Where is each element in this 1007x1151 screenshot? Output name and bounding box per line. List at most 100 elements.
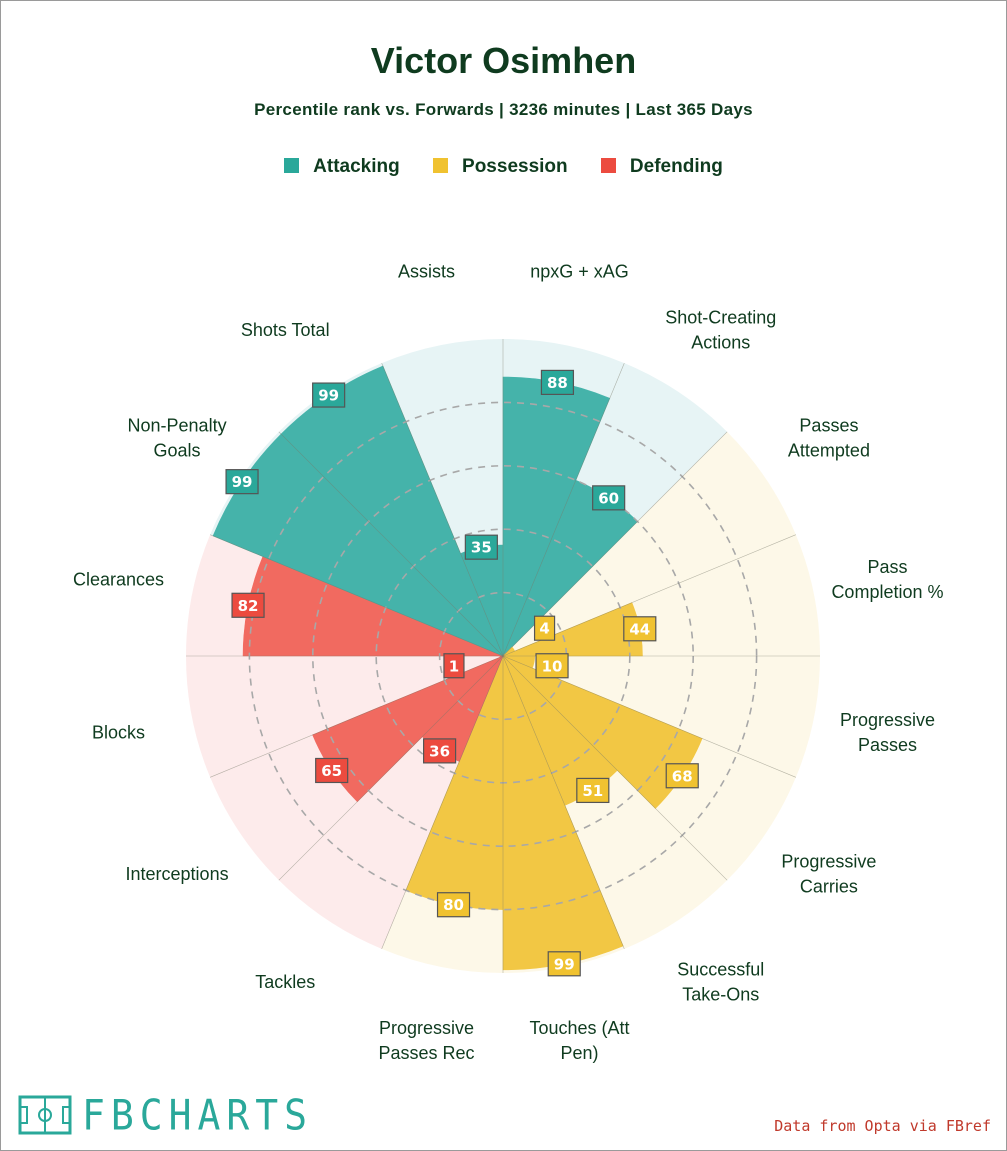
legend-item-defending: Defending bbox=[600, 156, 723, 178]
category-label-line: Actions bbox=[691, 333, 750, 353]
category-label-npxg-xag: npxG + xAG bbox=[530, 262, 629, 282]
value-badge-box-tackles bbox=[423, 738, 457, 764]
category-label-line: Interceptions bbox=[126, 864, 229, 884]
value-badge-tackles: 36 bbox=[423, 738, 457, 764]
sector-bg-progressive-passes bbox=[503, 656, 820, 778]
category-label-touches-att-pen: Touches (Att Pen) bbox=[529, 1018, 629, 1063]
value-label-blocks: 1 bbox=[449, 657, 459, 675]
value-badge-progressive-passes: 10 bbox=[535, 653, 569, 679]
category-label-passes-attempted: Passes Attempted bbox=[788, 416, 870, 461]
value-badge-box-assists bbox=[464, 534, 498, 560]
value-badge-box-pass-completion bbox=[623, 616, 657, 642]
category-label-line: Progressive bbox=[840, 710, 935, 730]
category-label-line: Attempted bbox=[788, 441, 870, 461]
category-label-tackles: Tackles bbox=[255, 972, 315, 992]
value-badge-box-non-penalty-goals bbox=[225, 469, 259, 495]
legend-label-possession: Possession bbox=[462, 156, 568, 177]
category-label-line: Successful bbox=[677, 959, 764, 979]
spoke-10 bbox=[278, 655, 504, 881]
value-badge-box-blocks bbox=[443, 653, 465, 679]
category-label-line: Assists bbox=[398, 262, 455, 282]
value-label-npxg-xag: 88 bbox=[547, 374, 568, 392]
sector-bg-blocks bbox=[186, 656, 503, 778]
category-label-pass-completion: Pass Completion % bbox=[831, 557, 943, 602]
category-label-blocks: Blocks bbox=[92, 722, 145, 742]
value-badge-assists: 35 bbox=[464, 534, 498, 560]
category-labels: npxG + xAG Shot-Creating Actions Passes Atte… bbox=[73, 262, 943, 1063]
spoke-15 bbox=[381, 363, 504, 657]
category-label-line: Pass bbox=[867, 557, 907, 577]
category-label-line: Goals bbox=[154, 441, 201, 461]
category-label-line: Pen) bbox=[560, 1043, 598, 1063]
category-label-line: Non-Penalty bbox=[128, 416, 227, 436]
logo-text: FBCHARTS bbox=[82, 1090, 314, 1140]
value-badge-progressive-carries: 68 bbox=[665, 763, 699, 789]
category-label-progressive-carries: Progressive Carries bbox=[781, 851, 876, 896]
fbcharts-logo: FBCHARTS bbox=[18, 1090, 314, 1140]
spoke-13 bbox=[210, 534, 504, 657]
value-badge-passes-attempted: 4 bbox=[533, 615, 556, 641]
category-label-shot-creating-actions: Shot-Creating Actions bbox=[665, 308, 776, 353]
value-badge-box-shots-total bbox=[312, 382, 346, 408]
category-label-shots-total: Shots Total bbox=[241, 320, 330, 340]
value-label-tackles: 36 bbox=[429, 742, 450, 760]
value-badge-box-progressive-passes bbox=[535, 653, 569, 679]
value-label-successful-take-ons: 51 bbox=[582, 782, 603, 800]
value-label-passes-attempted: 4 bbox=[539, 620, 549, 638]
value-label-pass-completion: 44 bbox=[629, 620, 650, 638]
value-badge-box-progressive-carries bbox=[665, 763, 699, 789]
category-label-line: Clearances bbox=[73, 570, 164, 590]
value-badge-non-penalty-goals: 99 bbox=[225, 469, 259, 495]
spoke-1 bbox=[502, 363, 625, 657]
pitch-icon bbox=[18, 1095, 72, 1135]
value-badge-successful-take-ons: 51 bbox=[576, 777, 610, 804]
value-badge-blocks: 1 bbox=[443, 653, 465, 679]
value-label-progressive-carries: 68 bbox=[672, 767, 693, 785]
chart-title: Victor Osimhen bbox=[370, 40, 637, 81]
category-label-line: Shots Total bbox=[241, 320, 330, 340]
value-badge-touches-att-pen: 99 bbox=[547, 951, 581, 977]
value-label-clearances: 82 bbox=[238, 597, 259, 615]
value-badge-box-successful-take-ons bbox=[576, 777, 610, 804]
chart-subtitle: Percentile rank vs. Forwards | 3236 minu… bbox=[254, 100, 753, 119]
value-badge-npxg-xag: 88 bbox=[540, 369, 575, 395]
value-label-non-penalty-goals: 99 bbox=[232, 473, 253, 491]
category-label-line: Progressive bbox=[379, 1018, 474, 1038]
value-badge-box-shot-creating-actions bbox=[592, 485, 626, 511]
category-label-progressive-passes-rec: Progressive Passes Rec bbox=[378, 1018, 474, 1063]
category-label-line: Progressive bbox=[781, 851, 876, 871]
value-badge-box-progressive-passes-rec bbox=[436, 892, 471, 918]
category-label-assists: Assists bbox=[398, 262, 455, 282]
legend-item-attacking: Attacking bbox=[284, 156, 400, 178]
bars bbox=[212, 365, 703, 971]
category-label-line: Take-Ons bbox=[682, 984, 759, 1004]
value-badge-shot-creating-actions: 60 bbox=[592, 485, 626, 511]
value-label-interceptions: 65 bbox=[321, 762, 342, 780]
spoke-14 bbox=[278, 431, 504, 657]
legend-item-possession: Possession bbox=[433, 156, 568, 178]
category-label-line: npxG + xAG bbox=[530, 262, 629, 282]
spoke-6 bbox=[502, 655, 728, 881]
value-badge-progressive-passes-rec: 80 bbox=[436, 892, 471, 918]
category-label-line: Passes Rec bbox=[378, 1043, 474, 1063]
category-label-line: Shot-Creating bbox=[665, 308, 776, 328]
value-label-shot-creating-actions: 60 bbox=[598, 489, 619, 507]
category-label-line: Blocks bbox=[92, 722, 145, 742]
value-badge-box-touches-att-pen bbox=[547, 951, 581, 977]
category-label-line: Completion % bbox=[831, 582, 943, 602]
value-badge-clearances: 82 bbox=[231, 592, 265, 618]
category-label-non-penalty-goals: Non-Penalty Goals bbox=[128, 416, 227, 461]
value-label-assists: 35 bbox=[471, 539, 492, 557]
legend-swatch-possession bbox=[433, 158, 449, 173]
value-badge-box-passes-attempted bbox=[533, 615, 556, 641]
value-label-touches-att-pen: 99 bbox=[554, 955, 575, 973]
category-label-line: Carries bbox=[800, 876, 858, 896]
category-label-interceptions: Interceptions bbox=[126, 864, 229, 884]
value-label-progressive-passes-rec: 80 bbox=[443, 896, 464, 914]
spoke-7 bbox=[502, 655, 625, 949]
source-note: Data from Opta via FBref bbox=[774, 1117, 991, 1135]
legend-label-defending: Defending bbox=[629, 156, 723, 177]
value-badge-pass-completion: 44 bbox=[623, 616, 657, 642]
